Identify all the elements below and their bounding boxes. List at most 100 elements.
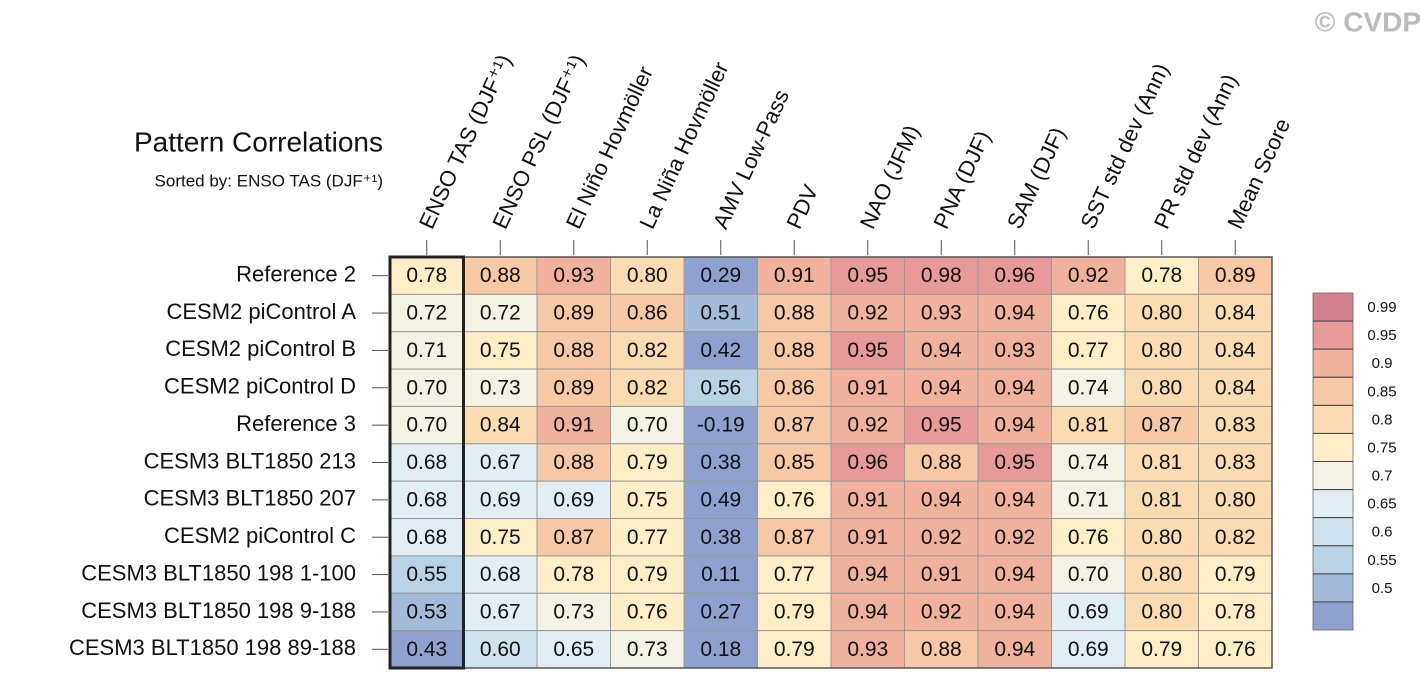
cell-label: 0.85 — [774, 451, 815, 474]
cell — [1198, 480, 1273, 520]
cell-label: 0.72 — [406, 302, 447, 325]
colorbar-label: 0.85 — [1367, 383, 1396, 400]
colorbar-label: 0.55 — [1367, 552, 1396, 569]
cell-label: 0.70 — [1068, 563, 1109, 586]
cell — [977, 443, 1052, 482]
cell-label: 0.68 — [480, 563, 521, 586]
cell-label: 0.42 — [700, 339, 741, 362]
cell-label: 0.84 — [480, 414, 521, 437]
watermark: © CVDP — [1315, 6, 1421, 37]
cell — [977, 405, 1052, 445]
cell — [536, 331, 611, 370]
sorted-column-highlight — [388, 255, 465, 670]
cell-label: 0.88 — [921, 451, 962, 474]
cell-label: 0.68 — [406, 526, 447, 549]
cell-label: 0.74 — [1068, 451, 1109, 474]
cell-label: 0.88 — [553, 451, 594, 474]
cell-label: 0.78 — [1141, 264, 1182, 287]
row-label: CESM2 piControl D — [164, 374, 356, 399]
cell — [610, 592, 685, 632]
colorbar-label: 0.95 — [1367, 327, 1396, 344]
colorbar-box — [1312, 376, 1354, 406]
cell-label: 0.92 — [1068, 264, 1109, 287]
cell-label: 0.93 — [994, 339, 1035, 362]
cell — [683, 405, 758, 445]
cell-label: 0.76 — [1068, 526, 1109, 549]
cell-label: 0.78 — [406, 264, 447, 287]
cell-label: 0.92 — [994, 526, 1035, 549]
cell — [977, 555, 1052, 594]
cell-label: 0.80 — [1141, 526, 1182, 549]
cell-label: 0.70 — [406, 414, 447, 437]
cell — [463, 256, 538, 295]
cell — [977, 331, 1052, 370]
cell-label: 0.96 — [994, 264, 1035, 287]
cell — [610, 555, 685, 594]
cell — [1124, 405, 1199, 445]
cell — [1198, 592, 1273, 632]
cell-label: 0.76 — [1215, 638, 1256, 661]
cell-label: 0.94 — [994, 414, 1035, 437]
cell-label: 0.91 — [774, 264, 815, 287]
cell-label: 0.51 — [700, 302, 741, 325]
cell-label: 0.69 — [1068, 601, 1109, 624]
colorbar-box — [1312, 573, 1354, 603]
cell-label: 0.72 — [480, 302, 521, 325]
cell — [757, 592, 832, 632]
cell — [536, 443, 611, 482]
row-label: CESM2 piControl A — [166, 299, 356, 324]
cell-label: 0.73 — [480, 376, 521, 399]
row-label: CESM3 BLT1850 198 9-188 — [81, 598, 356, 623]
cell-label: 0.94 — [921, 376, 962, 399]
cell-label: 0.80 — [1141, 302, 1182, 325]
cell-label: 0.93 — [553, 264, 594, 287]
colorbar-box — [1312, 545, 1354, 575]
cell-label: 0.18 — [700, 638, 741, 661]
colorbar-box — [1312, 461, 1354, 490]
cell-label: 0.96 — [847, 451, 888, 474]
colorbar-box — [1312, 601, 1354, 631]
cell-label: 0.88 — [774, 339, 815, 362]
cell-label: 0.67 — [480, 601, 521, 624]
cell-label: 0.94 — [994, 563, 1035, 586]
cell — [830, 331, 905, 370]
cell — [757, 331, 832, 370]
cell — [904, 592, 979, 632]
cell-label: 0.79 — [1141, 638, 1182, 661]
cell — [389, 518, 464, 557]
cell-label: 0.89 — [553, 302, 594, 325]
cell — [463, 293, 538, 333]
cell-label: 0.55 — [406, 563, 447, 586]
cell-label: 0.89 — [553, 376, 594, 399]
row-label: Reference 3 — [236, 411, 356, 436]
cell-label: 0.93 — [921, 302, 962, 325]
colorbar-box — [1312, 404, 1354, 434]
cell-label: 0.68 — [406, 451, 447, 474]
colorbar-box — [1312, 489, 1354, 519]
cell — [757, 518, 832, 557]
cell — [1051, 555, 1126, 594]
cell-label: 0.98 — [921, 264, 962, 287]
cell — [904, 256, 979, 295]
cell-label: 0.77 — [1068, 339, 1109, 362]
cell-label: 0.88 — [553, 339, 594, 362]
cell — [977, 518, 1052, 557]
row-label: CESM2 piControl B — [165, 336, 356, 361]
cell-label: 0.81 — [1068, 414, 1109, 437]
row-label: CESM3 BLT1850 207 — [144, 486, 356, 511]
cell-label: 0.56 — [700, 376, 741, 399]
cell-label: 0.94 — [847, 563, 888, 586]
cell-label: 0.94 — [921, 339, 962, 362]
colorbar-label: 0.9 — [1372, 355, 1393, 372]
cell — [610, 480, 685, 520]
cell — [1124, 443, 1199, 482]
cell-label: 0.43 — [406, 638, 447, 661]
column-label: NAO (JFM) — [855, 121, 925, 232]
cell — [536, 293, 611, 333]
cell — [757, 293, 832, 333]
cell-label: 0.71 — [406, 339, 447, 362]
cell-label: 0.92 — [847, 302, 888, 325]
cell-label: 0.91 — [847, 376, 888, 399]
cell-label: 0.76 — [774, 488, 815, 511]
cell — [1051, 405, 1126, 445]
